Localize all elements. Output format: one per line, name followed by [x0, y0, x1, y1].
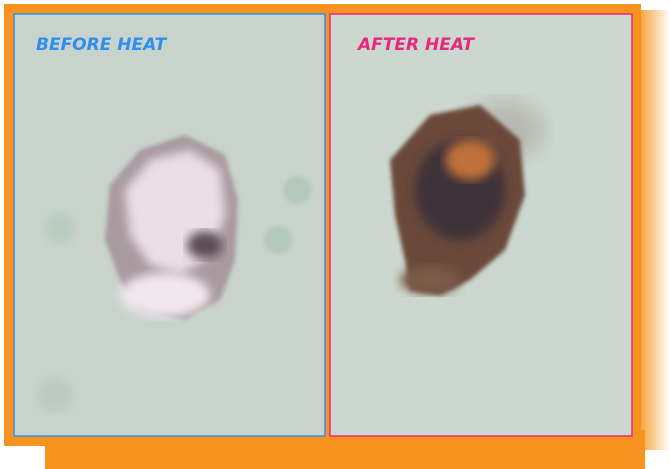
after-particle [390, 100, 545, 295]
after-label: AFTER HEAT [356, 35, 475, 55]
side-fade [640, 10, 670, 450]
before-label: BEFORE HEAT [36, 35, 168, 55]
before-particles [37, 135, 311, 413]
